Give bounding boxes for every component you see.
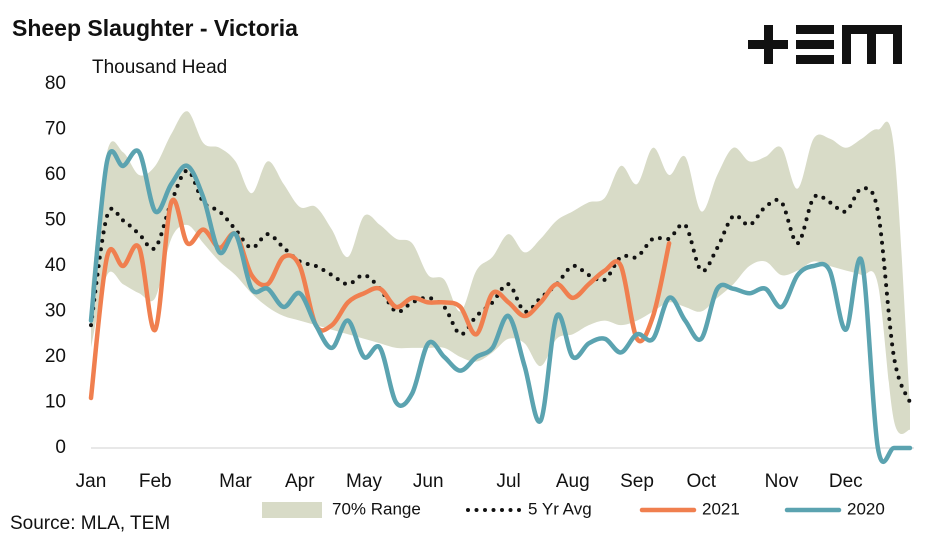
series-line — [88, 197, 672, 401]
y-tick-label: 70 — [45, 119, 66, 140]
x-tick-label: Oct — [686, 471, 716, 492]
x-tick-label: Jan — [76, 471, 107, 492]
x-tick-label: Jun — [413, 471, 444, 492]
avg-line — [89, 168, 912, 405]
legend-label: 2020 — [847, 499, 885, 518]
y-tick-label: 10 — [45, 392, 66, 413]
y-tick-label: 0 — [55, 437, 66, 458]
logo — [748, 25, 902, 64]
y-tick-label: 20 — [45, 346, 66, 367]
x-tick-label: Apr — [285, 471, 315, 492]
legend-label: 5 Yr Avg — [528, 499, 592, 518]
x-tick-label: Dec — [829, 471, 863, 492]
y-tick-label: 30 — [45, 301, 66, 322]
x-tick-label: Aug — [556, 471, 590, 492]
y-tick-label: 40 — [45, 255, 66, 276]
range-band — [91, 111, 910, 434]
y-axis-label: Thousand Head — [92, 57, 227, 78]
y-tick-label: 50 — [45, 210, 66, 231]
x-tick-label: Jul — [496, 471, 520, 492]
y-tick-label: 60 — [45, 164, 66, 185]
x-tick-label: May — [346, 471, 382, 492]
x-tick-label: Nov — [765, 471, 799, 492]
x-tick-label: Sep — [620, 471, 654, 492]
x-tick-label: Mar — [219, 471, 252, 492]
legend-label: 2021 — [702, 499, 740, 518]
x-tick-label: Feb — [139, 471, 172, 492]
source: Source: MLA, TEM — [10, 513, 170, 534]
chart-title: Sheep Slaughter - Victoria — [12, 15, 298, 41]
y-tick-label: 80 — [45, 73, 66, 94]
legend-swatch — [262, 502, 322, 518]
legend-label: 70% Range — [332, 499, 421, 518]
series-line — [88, 148, 913, 465]
